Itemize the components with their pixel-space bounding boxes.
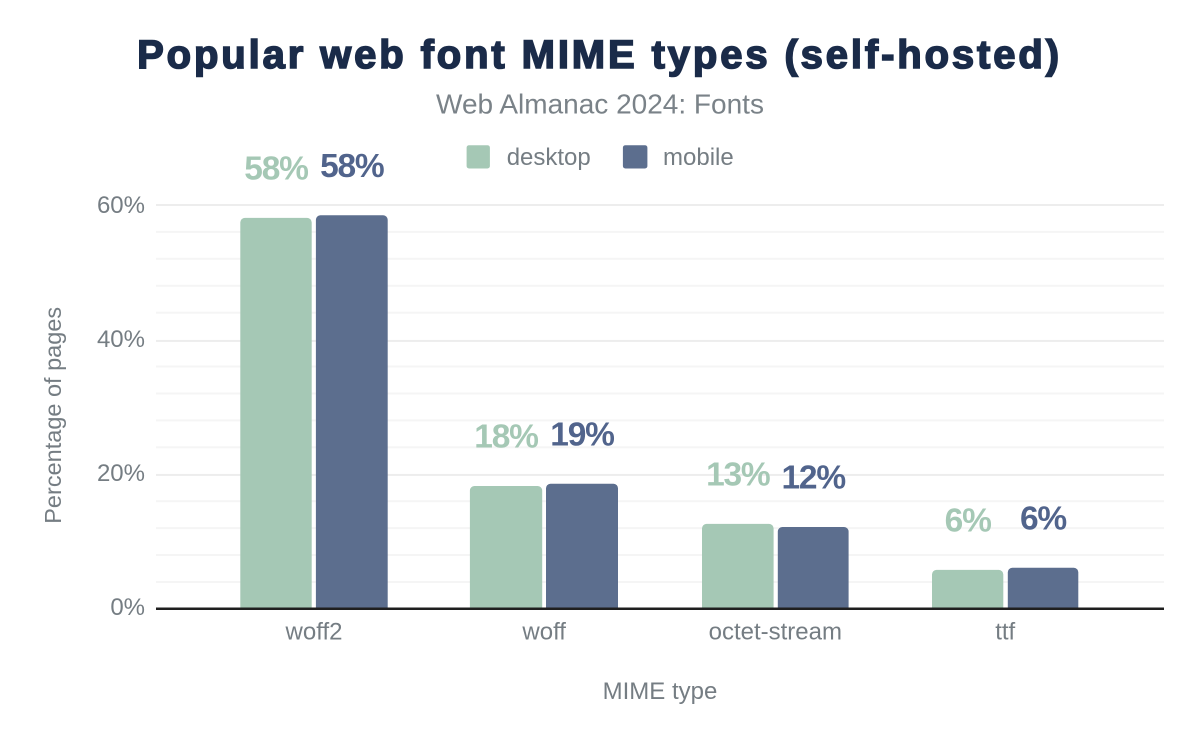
- svg-text:Percentage of pages: Percentage of pages: [40, 307, 66, 524]
- svg-text:18%: 18%: [474, 419, 538, 456]
- svg-text:20%: 20%: [97, 460, 145, 487]
- svg-text:6%: 6%: [1020, 500, 1066, 537]
- svg-text:desktop: desktop: [507, 144, 591, 171]
- svg-text:6%: 6%: [945, 503, 991, 540]
- svg-text:MIME type: MIME type: [603, 678, 718, 705]
- svg-text:13%: 13%: [706, 457, 770, 494]
- svg-text:40%: 40%: [97, 326, 145, 353]
- svg-text:58%: 58%: [320, 148, 384, 185]
- svg-text:mobile: mobile: [663, 144, 734, 171]
- svg-text:12%: 12%: [781, 460, 845, 497]
- svg-text:19%: 19%: [550, 416, 614, 453]
- svg-text:woff: woff: [521, 619, 566, 646]
- svg-text:ttf: ttf: [995, 619, 1015, 646]
- svg-text:60%: 60%: [97, 192, 145, 219]
- svg-text:woff2: woff2: [285, 619, 343, 646]
- svg-text:Popular web font MIME types (s: Popular web font MIME types (self-hosted…: [137, 33, 1062, 77]
- svg-text:0%: 0%: [110, 594, 145, 621]
- svg-text:Web Almanac 2024: Fonts: Web Almanac 2024: Fonts: [436, 89, 764, 120]
- svg-text:octet-stream: octet-stream: [709, 619, 842, 646]
- svg-text:58%: 58%: [244, 151, 308, 188]
